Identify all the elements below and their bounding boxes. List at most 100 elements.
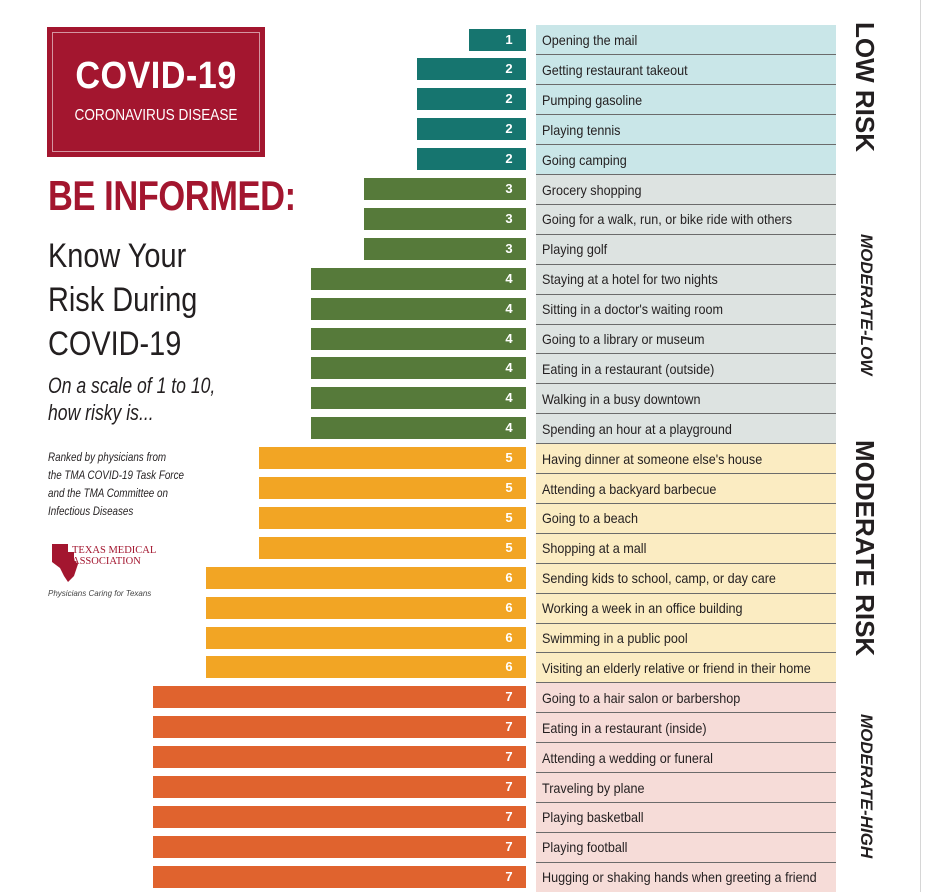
risk-zone-background: [536, 25, 836, 175]
risk-score-label: 3: [505, 181, 513, 196]
activity-label: Attending a backyard barbecue: [542, 480, 717, 497]
risk-level-low: LOW RISK: [850, 22, 880, 152]
activity-label: Having dinner at someone else's house: [542, 450, 763, 467]
risk-bar: [416, 58, 526, 81]
row-divider: [536, 742, 836, 744]
row-divider: [536, 712, 836, 714]
risk-bar: [311, 297, 526, 320]
risk-score-label: 7: [505, 779, 513, 794]
risk-level-moderate: MODERATE RISK: [850, 440, 880, 657]
activity-label: Sending kids to school, camp, or day car…: [542, 570, 776, 587]
risk-score-label: 2: [505, 91, 513, 107]
risk-bar: [311, 327, 526, 350]
activity-label: Getting restaurant takeout: [542, 61, 688, 78]
activity-label: Hugging or shaking hands when greeting a…: [542, 869, 817, 886]
risk-score-label: 5: [505, 450, 513, 466]
risk-score-label: 5: [505, 480, 513, 495]
activity-label: Going to a hair salon or barbershop: [542, 689, 741, 706]
risk-score-label: 4: [505, 420, 513, 436]
risk-score-label: 4: [505, 300, 513, 316]
row-divider: [536, 861, 836, 863]
activity-label: Staying at a hotel for two nights: [542, 271, 718, 288]
risk-bar: [205, 626, 526, 649]
risk-score-label: 7: [505, 868, 513, 884]
activity-label: Playing tennis: [542, 121, 621, 138]
activity-label: Walking in a busy downtown: [542, 390, 701, 407]
question-line: how risky is...: [48, 400, 154, 425]
tma-tagline: Physicians Caring for Texans: [48, 589, 152, 598]
risk-bar: [153, 805, 526, 828]
ranked-note: Ranked by physicians from the TMA COVID-…: [48, 448, 184, 520]
activity-label: Playing golf: [542, 241, 608, 258]
risk-bar: [153, 686, 526, 709]
row-divider: [536, 84, 836, 86]
row-divider: [536, 353, 836, 355]
activity-label: Opening the mail: [542, 32, 638, 48]
risk-score-label: 5: [505, 509, 513, 525]
row-divider: [536, 473, 836, 474]
risk-score-label: 7: [505, 808, 513, 824]
headline-line: Know Your: [48, 237, 187, 275]
risk-bar: [153, 776, 526, 798]
risk-bar: [153, 746, 526, 769]
risk-bar: [153, 835, 526, 858]
risk-bar: [469, 28, 526, 51]
row-divider: [536, 174, 836, 175]
activity-label: Spending an hour at a playground: [542, 420, 732, 437]
activity-label: Visiting an elderly relative or friend i…: [542, 659, 811, 676]
risk-bar: [153, 716, 526, 739]
risk-score-label: 2: [505, 121, 513, 137]
row-divider: [536, 532, 836, 534]
activity-label: Shopping at a mall: [542, 540, 647, 557]
risk-bar: [258, 506, 526, 529]
activity-label: Going to a library or museum: [542, 331, 705, 347]
ranked-line: the TMA COVID-19 Task Force: [48, 468, 184, 482]
risk-score-label: 3: [505, 240, 513, 256]
scale-question: On a scale of 1 to 10, how risky is...: [48, 372, 215, 426]
row-divider: [536, 323, 836, 325]
risk-bar: [363, 237, 526, 260]
badge-border: [52, 32, 260, 152]
risk-score-label: 6: [505, 629, 513, 645]
risk-bar: [258, 477, 526, 499]
risk-score-label: 4: [505, 330, 513, 346]
activity-label: Working a week in an office building: [542, 600, 743, 617]
risk-score-label: 4: [505, 390, 513, 406]
tma-name: TEXAS MEDICAL ASSOCIATION: [72, 545, 156, 567]
risk-bar: [416, 88, 526, 111]
risk-score-label: 1: [505, 31, 513, 47]
risk-score-label: 6: [505, 569, 513, 585]
ranked-line: and the TMA Committee on: [48, 486, 168, 500]
row-divider: [536, 233, 836, 235]
row-divider: [536, 772, 836, 773]
activity-label: Grocery shopping: [542, 181, 642, 198]
row-divider: [536, 383, 836, 385]
activity-label: Going camping: [542, 151, 627, 168]
risk-score-label: 7: [505, 689, 513, 705]
activity-label: Traveling by plane: [542, 779, 645, 796]
covid-badge: COVID-19 CORONAVIRUS DISEASE: [47, 27, 265, 157]
row-divider: [536, 502, 836, 504]
activity-label: Sitting in a doctor's waiting room: [542, 301, 723, 318]
risk-score-label: 7: [505, 838, 513, 854]
risk-bar: [258, 447, 526, 470]
risk-zone-background: [536, 174, 836, 444]
headline-line: COVID-19: [48, 325, 182, 363]
question-line: On a scale of 1 to 10,: [48, 373, 216, 398]
risk-score-label: 2: [505, 151, 513, 167]
tma-name-line: ASSOCIATION: [72, 556, 141, 567]
row-divider: [536, 801, 836, 803]
activity-label: Swimming in a public pool: [542, 630, 688, 646]
row-divider: [536, 831, 836, 833]
risk-bar: [311, 267, 526, 290]
row-divider: [536, 54, 836, 56]
row-divider: [536, 652, 836, 654]
row-divider: [536, 144, 836, 146]
activity-label: Playing football: [542, 839, 628, 856]
risk-score-label: 4: [505, 270, 513, 286]
risk-bar: [363, 207, 526, 230]
tma-name-line: TEXAS MEDICAL: [72, 545, 157, 556]
risk-bar: [311, 417, 526, 440]
risk-bar: [363, 178, 526, 200]
